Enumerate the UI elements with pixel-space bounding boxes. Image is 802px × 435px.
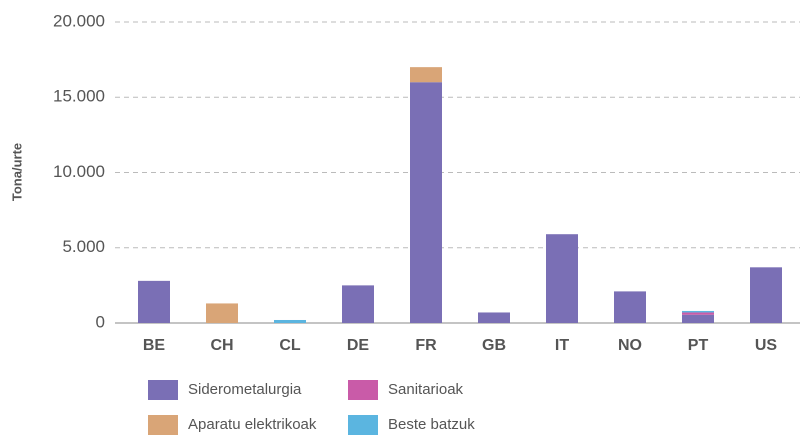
x-tick-label: CL xyxy=(279,337,301,354)
x-tick-label: NO xyxy=(618,337,642,354)
bar-segment xyxy=(546,234,578,323)
bar-segment xyxy=(274,319,306,323)
bar-segment xyxy=(682,314,714,323)
y-tick-label: 15.000 xyxy=(53,87,105,106)
x-tick-label: GB xyxy=(482,337,506,354)
legend-label: Sanitarioak xyxy=(388,381,464,398)
bar-segment xyxy=(206,303,238,323)
y-axis-label: Tona/urte xyxy=(9,143,24,201)
y-tick-label: 5.000 xyxy=(62,237,105,256)
bar-segment xyxy=(750,267,782,323)
bar-segment xyxy=(138,280,170,323)
x-tick-label: PT xyxy=(688,337,709,354)
bar-segment xyxy=(478,312,510,323)
x-tick-label: CH xyxy=(210,337,233,354)
bar-segment xyxy=(682,312,714,315)
x-tick-label: IT xyxy=(555,337,569,354)
bar-segment xyxy=(410,82,442,323)
legend-swatch xyxy=(348,380,378,400)
legend-swatch xyxy=(148,415,178,435)
legend-label: Beste batzuk xyxy=(388,416,475,433)
legend-swatch xyxy=(348,415,378,435)
legend-label: Siderometalurgia xyxy=(188,381,302,398)
x-tick-label: BE xyxy=(143,337,166,354)
bar-segment xyxy=(410,67,442,83)
y-tick-label: 20.000 xyxy=(53,11,105,30)
x-tick-label: US xyxy=(755,337,778,354)
bar-segment xyxy=(682,310,714,313)
bar-segment xyxy=(342,285,374,323)
legend-label: Aparatu elektrikoak xyxy=(188,416,317,433)
x-tick-label: DE xyxy=(347,337,370,354)
bar-segment xyxy=(614,291,646,323)
legend-swatch xyxy=(148,380,178,400)
y-tick-label: 10.000 xyxy=(53,162,105,181)
x-tick-label: FR xyxy=(415,337,437,354)
y-tick-label: 0 xyxy=(96,312,105,331)
